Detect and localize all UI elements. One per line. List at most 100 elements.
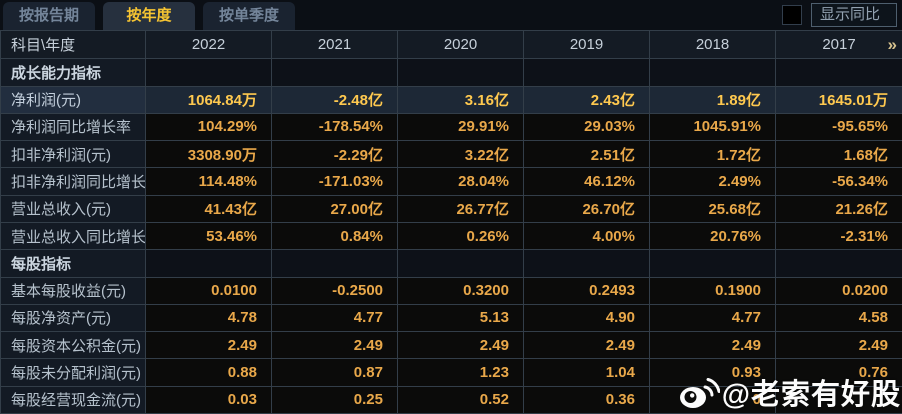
cell-value: -0.2500	[271, 276, 398, 305]
cell-value: 0.76	[775, 358, 902, 387]
cell-value: 104.29%	[145, 112, 272, 142]
row-label: 每股经营现金流(元)	[0, 385, 146, 414]
table-row: 每股经营现金流(元) 0.03 0.25 0.52 0.36 0	[0, 385, 902, 414]
table-header-row: 科目\年度 2022 2021 2020 2019 2018 2017»	[0, 29, 902, 60]
cell-value	[775, 249, 902, 278]
financial-indicators-table: 科目\年度 2022 2021 2020 2019 2018 2017» 成长能力指标 净利…	[0, 29, 902, 414]
cell-value	[397, 249, 524, 278]
cell-value: 28.04%	[397, 167, 524, 196]
table-row: 每股资本公积金(元) 2.49 2.49 2.49 2.49 2.49 2.49	[0, 331, 902, 360]
row-label: 净利润同比增长率	[0, 112, 146, 142]
table-row: 净利润(元) 1064.84万 -2.48亿 3.16亿 2.43亿 1.89亿 1645.…	[0, 85, 902, 114]
weibo-icon	[679, 378, 720, 408]
row-label: 基本每股收益(元)	[0, 276, 146, 305]
row-label: 净利润(元)	[0, 85, 146, 114]
cell-value: 41.43亿	[145, 194, 272, 223]
cell-value: 2.43亿	[523, 85, 650, 114]
cell-value: 0.52	[397, 385, 524, 414]
cell-value: 0.36	[523, 385, 650, 414]
cell-value: 2.51亿	[523, 140, 650, 169]
cell-value	[649, 58, 776, 87]
table-row: 营业总收入同比增长率53.46%0.84%0.26%4.00%20.76%-2.…	[0, 221, 902, 251]
tab-period[interactable]: 按单季度	[203, 2, 295, 30]
cell-value	[775, 58, 902, 87]
watermark-text: @老索有好股	[721, 379, 901, 411]
cell-value: 4.78	[145, 303, 272, 333]
cell-value: 4.58	[775, 303, 902, 333]
row-label: 每股未分配利润(元)	[0, 358, 146, 387]
cell-value: 114.48%	[145, 167, 272, 196]
year-column-header: 2022	[145, 29, 272, 60]
cell-value: -2.48亿	[271, 85, 398, 114]
cell-value	[523, 58, 650, 87]
period-tab-bar: 按报告期 按年度 按单季度 显示同比	[0, 0, 902, 30]
cell-value: 25.68亿	[649, 194, 776, 223]
cell-value: 2.49	[775, 331, 902, 360]
cell-value: 1.89亿	[649, 85, 776, 114]
tab-period[interactable]: 按报告期	[3, 2, 95, 30]
year-column-header: 2021	[271, 29, 398, 60]
table-row: 净利润同比增长率 104.29% -178.54% 29.91% 29.03% 1045.…	[0, 112, 902, 142]
cell-value	[649, 249, 776, 278]
cell-value: 2.49%	[649, 167, 776, 196]
cell-value: 53.46%	[145, 221, 272, 251]
cell-value: 1645.01万	[775, 85, 902, 114]
cell-value: 2.49	[523, 331, 650, 360]
cell-value: 0	[649, 385, 776, 414]
cell-value: 29.91%	[397, 112, 524, 142]
corner-header: 科目\年度	[0, 29, 146, 60]
cell-value: 1.04	[523, 358, 650, 387]
watermark: @老索有好股	[678, 371, 901, 413]
cell-value: 0.1900	[649, 276, 776, 305]
financial-table-body: 科目\年度 2022 2021 2020 2019 2018 2017» 成长能力指标 净利…	[0, 29, 902, 414]
section-row: 每股指标	[0, 249, 902, 278]
cell-value: 4.77	[271, 303, 398, 333]
cell-value	[145, 58, 272, 87]
cell-value: -171.03%	[271, 167, 398, 196]
cell-value	[145, 249, 272, 278]
cell-value: 3308.90万	[145, 140, 272, 169]
cell-value: 4.00%	[523, 221, 650, 251]
cell-value: 26.77亿	[397, 194, 524, 223]
cell-value: 0.84%	[271, 221, 398, 251]
cell-value: 1.72亿	[649, 140, 776, 169]
cell-value: 29.03%	[523, 112, 650, 142]
row-label: 营业总收入同比增长率	[0, 221, 146, 251]
cell-value: 0.26%	[397, 221, 524, 251]
cell-value: 2.49	[145, 331, 272, 360]
cell-value	[523, 249, 650, 278]
cell-value: 4.90	[523, 303, 650, 333]
cell-value: 1.23	[397, 358, 524, 387]
cell-value: -2.31%	[775, 221, 902, 251]
more-columns-icon[interactable]: »	[887, 34, 898, 54]
tab-active[interactable]: 按年度	[103, 2, 195, 30]
cell-value: 20.76%	[649, 221, 776, 251]
cell-value: 26.70亿	[523, 194, 650, 223]
cell-value: 2.49	[271, 331, 398, 360]
cell-value: 3.22亿	[397, 140, 524, 169]
cell-value: 4.77	[649, 303, 776, 333]
table-row: 扣非净利润(元) 3308.90万 -2.29亿 3.22亿 2.51亿 1.72亿 1.6…	[0, 140, 902, 169]
cell-value: 1.68亿	[775, 140, 902, 169]
show-yoy-label[interactable]: 显示同比	[810, 3, 897, 27]
cell-value: 0.88	[145, 358, 272, 387]
cell-value: -2.29亿	[271, 140, 398, 169]
show-yoy-checkbox[interactable]	[781, 5, 802, 25]
table-row: 每股净资产(元) 4.78 4.77 5.13 4.90 4.77 4.58	[0, 303, 902, 333]
cell-value: 46.12%	[523, 167, 650, 196]
row-label: 每股净资产(元)	[0, 303, 146, 333]
cell-value: 21.26亿	[775, 194, 902, 223]
cell-value: 0.2493	[523, 276, 650, 305]
year-column-header: 2020	[397, 29, 524, 60]
cell-value: 1045.91%	[649, 112, 776, 142]
row-label: 每股资本公积金(元)	[0, 331, 146, 360]
cell-value: -95.65%	[775, 112, 902, 142]
cell-value: 1064.84万	[145, 85, 272, 114]
year-column-header: 2017»	[775, 29, 902, 60]
table-row: 基本每股收益(元) 0.0100 -0.2500 0.3200 0.2493 0.1900…	[0, 276, 902, 305]
cell-value	[271, 58, 398, 87]
cell-value: 0.25	[271, 385, 398, 414]
row-label: 成长能力指标	[0, 58, 146, 87]
cell-value: 5.13	[397, 303, 524, 333]
year-column-header: 2019	[523, 29, 650, 60]
